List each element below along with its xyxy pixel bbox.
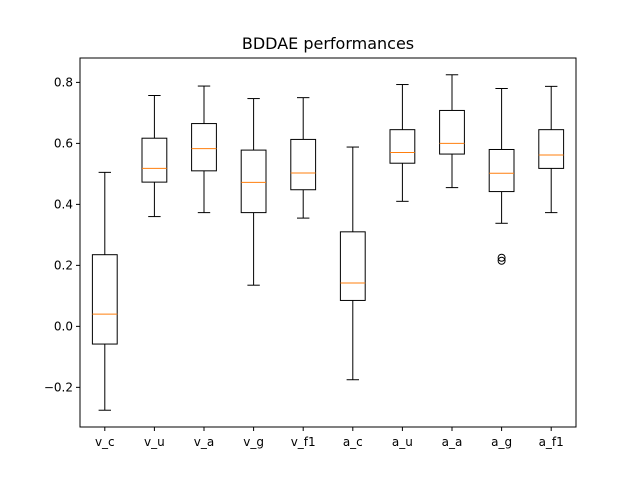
y-tick-label: −0.2 <box>44 380 73 394</box>
box-v_a <box>191 123 217 172</box>
box-v_f1 <box>290 138 317 191</box>
box-a_u <box>389 129 416 164</box>
box-v_u <box>141 137 168 183</box>
box-a_g <box>488 148 515 193</box>
box-a_a <box>439 109 465 155</box>
x-tick-label: a_f1 <box>539 435 564 449</box>
chart-title: BDDAE performances <box>242 34 414 53</box>
x-tick-label: v_a <box>194 435 214 449</box>
y-tick-label: 0.2 <box>54 258 73 272</box>
y-tick-label: 0.0 <box>54 319 73 333</box>
x-tick-label: a_u <box>392 435 413 449</box>
x-tick-label: a_c <box>343 435 363 449</box>
outlier-point <box>497 253 506 262</box>
axes-frame <box>79 57 577 428</box>
y-tick-label: 0.8 <box>54 75 73 89</box>
x-tick-label: v_c <box>95 435 115 449</box>
y-tick-label: 0.6 <box>54 136 73 150</box>
x-tick-label: v_u <box>144 435 165 449</box>
y-tick-label: 0.4 <box>54 197 73 211</box>
x-tick-label: v_g <box>243 435 264 449</box>
box-a_f1 <box>538 129 565 169</box>
plot-area: −0.2 0.0 0.2 0.4 0.6 0.8 v_c v_u v_a v_g v_f1 a_c a_… <box>44 74 565 449</box>
outlier-point <box>497 256 506 265</box>
box-v_g <box>240 149 267 214</box>
x-tick-label: a_a <box>442 435 463 449</box>
x-tick-label: v_f1 <box>291 435 316 449</box>
box-a_c <box>339 231 366 301</box>
box-v_c <box>91 254 118 345</box>
x-tick-label: a_g <box>491 435 512 449</box>
